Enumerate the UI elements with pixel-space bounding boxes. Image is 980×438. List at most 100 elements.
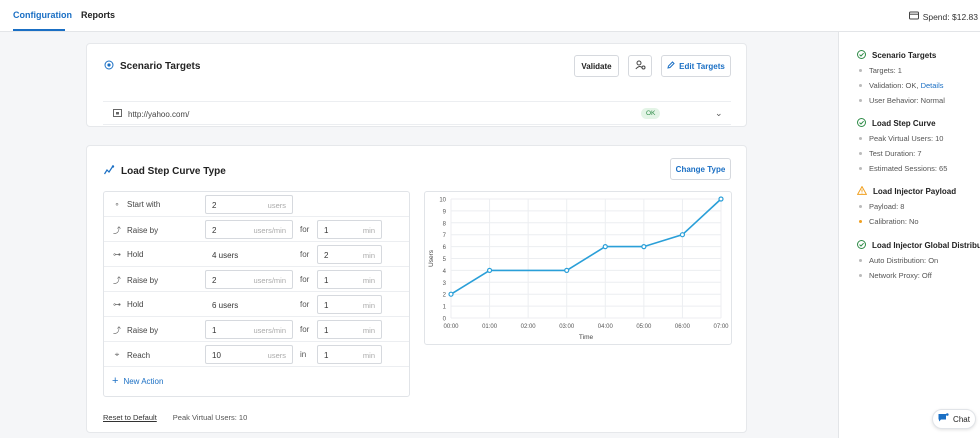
- step-row: ⤴ Raise by 2 users/min for 1 min: [104, 217, 409, 242]
- tab-reports[interactable]: Reports: [81, 10, 116, 20]
- validate-button[interactable]: Validate: [574, 55, 619, 77]
- x-tick-label: 00:00: [443, 324, 459, 330]
- duration-input[interactable]: 1 min: [317, 270, 382, 289]
- y-tick-label: 2: [443, 293, 447, 299]
- change-type-button[interactable]: Change Type: [670, 158, 731, 180]
- new-action-row: + New Action: [104, 367, 409, 392]
- chat-label: Chat: [953, 414, 970, 424]
- edit-targets-button[interactable]: Edit Targets: [661, 55, 731, 77]
- summary-item: Auto Distribution: On: [859, 256, 938, 265]
- duration-input[interactable]: 1 min: [317, 320, 382, 339]
- step-row: ⤴ Raise by 2 users/min for 1 min: [104, 267, 409, 292]
- start-users-unit: users: [267, 201, 286, 210]
- x-tick-label: 05:00: [636, 324, 652, 330]
- bullet-icon: [859, 152, 862, 155]
- bullet-icon: [859, 99, 862, 102]
- summary-item: Calibration: No: [859, 217, 919, 226]
- y-tick-label: 0: [443, 317, 447, 323]
- chat-button[interactable]: Chat: [932, 409, 976, 429]
- duration-input[interactable]: 1 min: [317, 345, 382, 364]
- raise-rate-input[interactable]: 2 users/min: [205, 220, 293, 239]
- step-list: ∘ Start with 2 users ⤴ Raise by 2 users/min …: [103, 191, 410, 397]
- spend-indicator[interactable]: Spend: $12.83: [908, 11, 978, 22]
- tab-configuration[interactable]: Configuration: [13, 10, 72, 20]
- validation-details-link[interactable]: Details: [920, 81, 944, 90]
- summary-section-title: Load Injector Global Distribution: [857, 240, 980, 251]
- summary-item: Targets: 1: [859, 66, 902, 75]
- chat-bubble-icon: [938, 413, 949, 425]
- start-users-input[interactable]: 2 users: [205, 195, 293, 214]
- summary-item: Estimated Sessions: 65: [859, 164, 947, 173]
- user-behavior-button[interactable]: [628, 55, 652, 77]
- x-axis-label: Time: [579, 334, 594, 341]
- hold-icon: ⊶: [113, 250, 121, 259]
- target-row[interactable]: http://yahoo.com/ OK ⌄: [103, 101, 731, 125]
- duration-input[interactable]: 1 min: [317, 220, 382, 239]
- summary-item: User Behavior: Normal: [859, 96, 945, 105]
- bullet-icon: [859, 84, 862, 87]
- reach-users-value: 10: [212, 351, 221, 360]
- summary-title-text: Load Injector Global Distribution: [872, 241, 980, 250]
- bullet-icon: [859, 274, 862, 277]
- summary-item: Network Proxy: Off: [859, 271, 932, 280]
- duration-input[interactable]: 2 min: [317, 245, 382, 264]
- step-label-container: ⤴ Raise by: [112, 325, 158, 336]
- y-tick-label: 9: [443, 209, 447, 215]
- target-icon: ⌖: [114, 350, 120, 359]
- reset-to-default-link[interactable]: Reset to Default: [103, 413, 157, 422]
- step-row: ⌖ Reach 10 users in 1 min: [104, 342, 409, 367]
- summary-item-text: Peak Virtual Users: 10: [869, 134, 944, 143]
- peak-users-summary: Peak Virtual Users: 10: [172, 413, 248, 422]
- step-label-container: ∘ Start with: [112, 200, 160, 209]
- step-label-container: ⊶ Hold: [112, 300, 143, 309]
- duration-value: 1: [324, 301, 329, 310]
- bullet-icon: [859, 137, 862, 140]
- step-action: Start with: [127, 200, 161, 209]
- duration-unit: min: [362, 326, 375, 335]
- x-tick-label: 07:00: [713, 324, 729, 330]
- raise-rate-input[interactable]: 1 users/min: [205, 320, 293, 339]
- check-circle-icon: [857, 240, 866, 251]
- x-tick-label: 06:00: [675, 324, 691, 330]
- scenario-targets-title: Scenario Targets: [120, 61, 201, 72]
- bullet-icon: [859, 259, 862, 262]
- step-label-container: ⤴ Raise by: [112, 225, 158, 236]
- summary-item-text: Payload: 8: [869, 202, 905, 211]
- raise-rate-value: 2: [212, 226, 217, 235]
- target-url-container: http://yahoo.com/: [113, 109, 189, 119]
- duration-value: 2: [324, 251, 329, 260]
- step-conjunction: for: [300, 225, 310, 234]
- ramp-icon: ⤴: [113, 326, 121, 335]
- y-tick-label: 8: [443, 221, 447, 227]
- load-curve-heading: Load Step Curve Type: [103, 165, 226, 178]
- step-action: Raise by: [127, 276, 159, 285]
- top-nav: Configuration Reports Spend: $12.83: [0, 0, 980, 32]
- spend-label: Spend: $12.83: [922, 11, 978, 22]
- x-tick-label: 02:00: [521, 324, 537, 330]
- summary-section-title: Load Step Curve: [857, 118, 936, 129]
- bullet-icon: [859, 167, 862, 170]
- data-point: [448, 291, 454, 297]
- web-page-icon: [113, 109, 122, 119]
- duration-input[interactable]: 1 min: [317, 295, 382, 314]
- step-row: ∘ Start with 2 users: [104, 192, 409, 217]
- ramp-icon: ⤴: [113, 226, 121, 235]
- warning-icon: [856, 185, 868, 197]
- step-row: ⤴ Raise by 1 users/min for 1 min: [104, 317, 409, 342]
- data-point: [486, 267, 493, 274]
- chevron-down-icon[interactable]: ⌄: [715, 108, 723, 118]
- step-action: Hold: [127, 250, 144, 259]
- step-conjunction: for: [300, 325, 310, 334]
- step-label-container: ⊶ Hold: [112, 250, 143, 259]
- new-action-button[interactable]: + New Action: [112, 375, 163, 387]
- chart-svg: 0 1 2 3 4 5 6 7 8 9 10 00:00 01:00 02:00 03:00 04:00 05:…: [428, 196, 729, 341]
- reach-users-input[interactable]: 10 users: [205, 345, 293, 364]
- summary-section-title: Load Injector Payload: [856, 185, 956, 197]
- duration-value: 1: [324, 226, 329, 235]
- summary-item-text: Network Proxy: Off: [869, 271, 932, 280]
- raise-rate-input[interactable]: 2 users/min: [205, 270, 293, 289]
- summary-item-text: Auto Distribution: On: [869, 256, 939, 265]
- step-action: Raise by: [127, 226, 159, 235]
- y-tick-label: 10: [439, 198, 446, 204]
- data-point: [641, 243, 647, 250]
